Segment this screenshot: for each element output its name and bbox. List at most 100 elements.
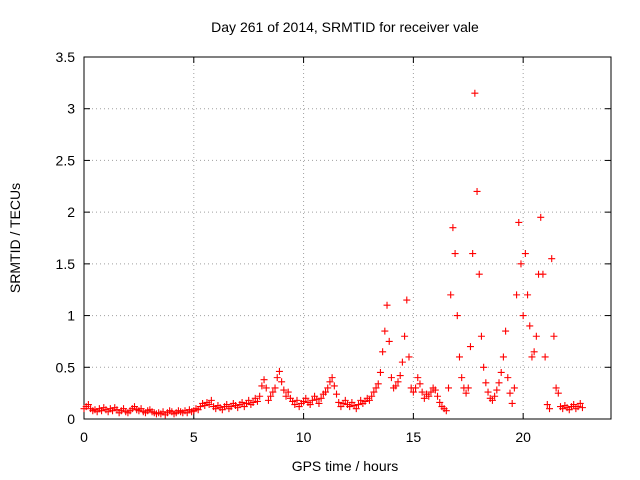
data-point (352, 405, 360, 413)
data-point (275, 367, 283, 375)
data-point (416, 380, 424, 388)
data-point (302, 394, 310, 402)
data-point (528, 353, 536, 361)
data-point (570, 401, 578, 409)
data-point (280, 386, 288, 394)
x-tick-label: 5 (190, 429, 198, 445)
data-point (245, 396, 253, 404)
data-point (458, 374, 466, 382)
data-point (269, 388, 277, 396)
data-point (493, 386, 501, 394)
data-point (308, 396, 316, 404)
data-point (521, 250, 529, 258)
data-point (471, 89, 479, 97)
x-tick-label: 10 (296, 429, 312, 445)
data-point (466, 343, 474, 351)
data-point (330, 382, 338, 390)
data-point (495, 379, 503, 387)
x-tick-label: 20 (515, 429, 531, 445)
data-point (482, 379, 490, 387)
data-point (517, 260, 525, 268)
data-point (398, 358, 406, 366)
data-point (508, 399, 516, 407)
data-point (256, 392, 264, 400)
data-point (504, 374, 512, 382)
data-point (473, 187, 481, 195)
axis-ticks: 0 0.5 1 1.5 2 2.5 3 3.5 0 5 10 15 20 (56, 49, 611, 445)
data-point (262, 384, 270, 392)
y-tick-label: 1.5 (56, 256, 76, 272)
data-point (539, 270, 547, 278)
data-point (455, 353, 463, 361)
data-point (499, 353, 507, 361)
y-tick-label: 3 (67, 101, 75, 117)
chart-title: Day 261 of 2014, SRMTID for receiver val… (211, 19, 479, 35)
x-axis-label: GPS time / hours (292, 458, 399, 474)
data-point (260, 376, 268, 384)
data-point (519, 312, 527, 320)
y-tick-label: 3.5 (56, 49, 76, 65)
data-point (394, 378, 402, 386)
data-point (552, 384, 560, 392)
data-point (418, 388, 426, 396)
data-point (546, 405, 554, 413)
data-point (267, 392, 275, 400)
data-point (451, 250, 459, 258)
data-point (427, 388, 435, 396)
data-point (484, 388, 492, 396)
data-point (370, 388, 378, 396)
data-point (403, 296, 411, 304)
data-point (306, 401, 314, 409)
data-point (324, 384, 332, 392)
y-axis-label: SRMTID / TECUs (7, 183, 23, 293)
data-point (506, 389, 514, 397)
data-point (524, 291, 532, 299)
data-series (80, 89, 586, 419)
data-point (291, 401, 299, 409)
data-point (436, 398, 444, 406)
data-point (510, 384, 518, 392)
data-point (376, 368, 384, 376)
data-point (328, 374, 336, 382)
data-point (341, 396, 349, 404)
data-point (271, 384, 279, 392)
data-point (543, 401, 551, 409)
data-point (326, 378, 334, 386)
data-point (513, 291, 521, 299)
data-point (414, 374, 422, 382)
data-point (282, 392, 290, 400)
data-point (488, 396, 496, 404)
data-point (442, 407, 450, 415)
data-point (278, 378, 286, 386)
data-point (333, 390, 341, 398)
data-point (238, 398, 246, 406)
data-point (205, 401, 213, 409)
data-point (405, 353, 413, 361)
data-point (550, 332, 558, 340)
data-point (554, 389, 562, 397)
data-point (462, 389, 470, 397)
data-point (392, 382, 400, 390)
x-tick-label: 0 (80, 429, 88, 445)
data-point (284, 388, 292, 396)
data-point (464, 384, 472, 392)
data-point (354, 401, 362, 409)
data-point (317, 394, 325, 402)
data-point (401, 332, 409, 340)
data-point (434, 392, 442, 400)
data-point (273, 374, 281, 382)
data-point (313, 395, 321, 403)
y-tick-label: 1 (67, 308, 75, 324)
data-point (447, 291, 455, 299)
data-point (253, 397, 261, 405)
y-tick-label: 0.5 (56, 359, 76, 375)
data-point (530, 348, 538, 356)
data-point (385, 337, 393, 345)
data-point (502, 327, 510, 335)
y-tick-label: 2 (67, 204, 75, 220)
data-point (469, 250, 477, 258)
data-point (526, 322, 534, 330)
data-point (537, 213, 545, 221)
data-point (425, 392, 433, 400)
